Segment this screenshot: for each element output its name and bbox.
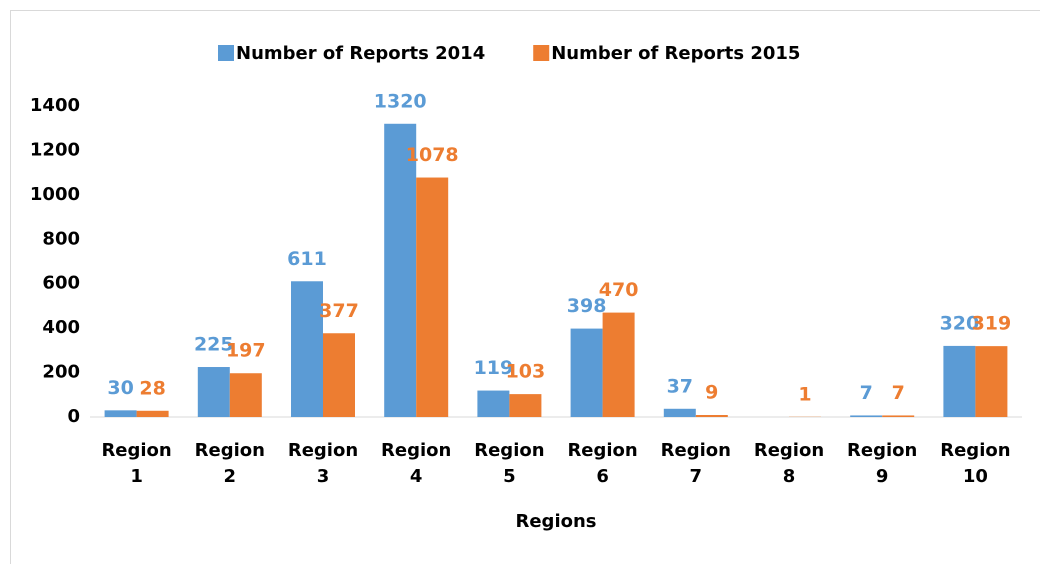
data-label: 320 — [940, 312, 980, 334]
y-tick-label: 400 — [42, 317, 80, 338]
bar — [850, 415, 883, 417]
bar — [323, 333, 355, 417]
x-tick-label: Region 10 — [940, 440, 1011, 487]
bar — [695, 415, 728, 417]
y-tick-label: 600 — [42, 273, 80, 294]
data-label: 1078 — [406, 144, 459, 166]
y-tick-label: 800 — [42, 228, 80, 249]
data-label: 37 — [667, 375, 693, 397]
y-tick-label: 1000 — [30, 184, 80, 205]
bar — [602, 312, 635, 417]
data-label: 197 — [226, 340, 266, 362]
data-label: 30 — [107, 377, 133, 399]
data-label: 225 — [194, 334, 234, 356]
bar — [975, 346, 1008, 417]
bar — [136, 410, 169, 417]
data-label: 1320 — [374, 90, 427, 112]
legend-swatch — [533, 45, 550, 61]
data-label: 119 — [474, 357, 514, 379]
data-label: 9 — [705, 382, 718, 404]
bar — [229, 373, 262, 417]
x-tick-label: Region 3 — [287, 440, 359, 487]
bar — [416, 177, 449, 417]
bar — [104, 410, 137, 417]
data-label: 377 — [319, 300, 359, 322]
data-label: 28 — [139, 377, 165, 399]
bar — [882, 415, 915, 417]
data-label: 7 — [860, 382, 873, 404]
x-tick-label: Region 8 — [753, 440, 825, 487]
x-tick-label: Region 4 — [381, 440, 452, 487]
chart-border — [10, 10, 1040, 564]
legend-label: Number of Reports 2015 — [551, 43, 800, 64]
y-tick-label: 1200 — [30, 139, 80, 160]
data-label: 1 — [798, 383, 811, 405]
x-axis-title: Regions — [515, 511, 596, 532]
data-label: 398 — [567, 295, 607, 317]
bar — [570, 328, 603, 417]
bar — [197, 367, 230, 417]
legend-label: Number of Reports 2014 — [236, 43, 485, 64]
bar — [663, 408, 696, 417]
x-tick-label: Region 5 — [474, 440, 545, 487]
bar — [509, 394, 542, 417]
data-label: 319 — [972, 313, 1012, 335]
y-tick-label: 200 — [42, 362, 80, 383]
data-label: 611 — [287, 248, 327, 270]
x-tick-label: Region 6 — [567, 440, 638, 487]
y-tick-label: 0 — [67, 406, 80, 427]
bar — [291, 281, 323, 417]
x-tick-label: Region 2 — [194, 440, 265, 487]
x-tick-label: Region 9 — [847, 440, 918, 487]
bar — [384, 123, 417, 418]
data-label: 7 — [892, 382, 905, 404]
x-tick-label: Region 7 — [660, 440, 731, 487]
x-tick-label: Region 1 — [101, 440, 172, 487]
legend-swatch — [218, 45, 234, 61]
data-label: 103 — [506, 361, 546, 383]
bar — [943, 345, 976, 417]
bar — [477, 390, 510, 417]
data-label: 470 — [599, 279, 639, 301]
y-tick-label: 1400 — [30, 95, 80, 116]
